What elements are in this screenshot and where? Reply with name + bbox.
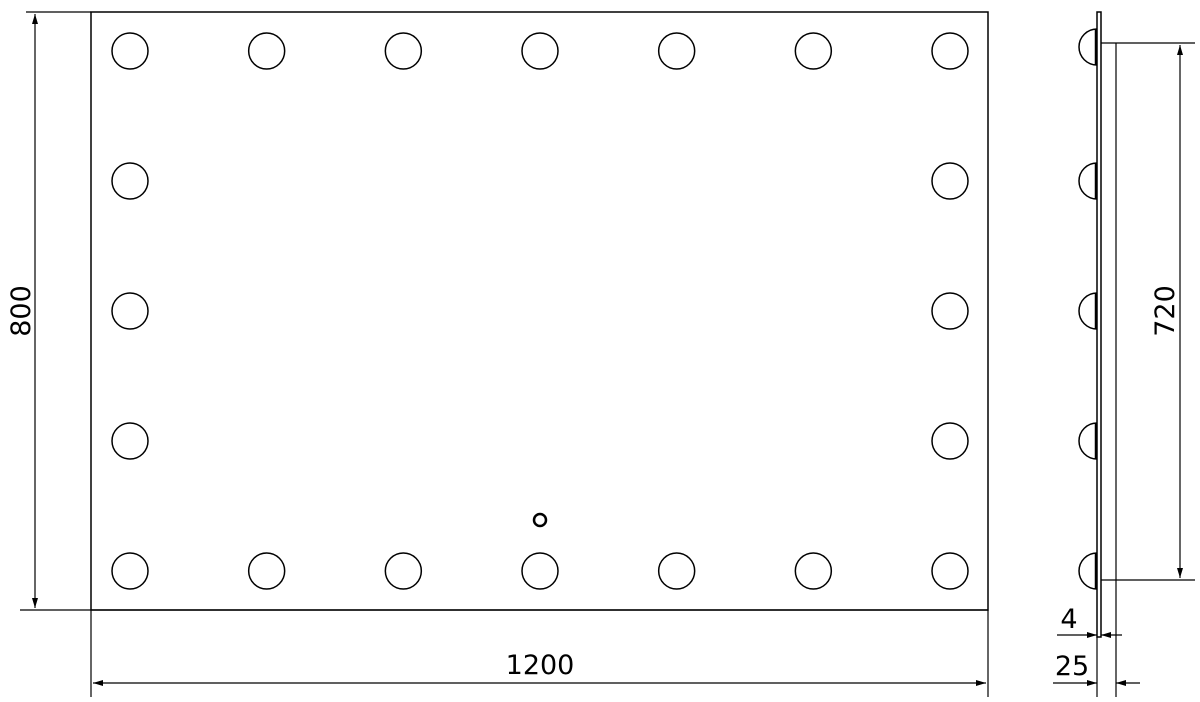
front-view bbox=[90, 11, 989, 611]
bulb-icon bbox=[521, 32, 559, 70]
height-dimension bbox=[20, 11, 988, 611]
side-bulb-icon bbox=[1078, 422, 1098, 460]
side-bulb-icon bbox=[1078, 552, 1098, 590]
bulb-icon bbox=[111, 162, 149, 200]
bulb-icon bbox=[111, 292, 149, 330]
bulb-icon bbox=[657, 32, 696, 70]
bulb-icon bbox=[247, 32, 286, 70]
width-dimension bbox=[90, 610, 989, 697]
bulb-icon bbox=[111, 422, 149, 460]
bulb-icon bbox=[931, 422, 969, 460]
bulb-icon bbox=[931, 32, 969, 70]
bulb-icon bbox=[247, 552, 286, 590]
glass-thickness-label: 4 bbox=[1060, 604, 1077, 635]
side-bulb-icon bbox=[1078, 28, 1098, 66]
bulb-icon bbox=[111, 552, 149, 590]
side-bulb-icon bbox=[1078, 162, 1098, 200]
bulb-icon bbox=[521, 552, 559, 590]
bulb-icon bbox=[384, 32, 423, 70]
bulb-spacing-label: 720 bbox=[1150, 285, 1181, 337]
side-view bbox=[1053, 11, 1195, 697]
side-bulb-icon bbox=[1078, 292, 1098, 330]
bulb-icon bbox=[794, 32, 833, 70]
bulb-icon bbox=[111, 32, 149, 70]
depth-label: 25 bbox=[1055, 651, 1089, 682]
bulb-group bbox=[111, 32, 969, 590]
bulb-icon bbox=[657, 552, 696, 590]
bulb-icon bbox=[931, 162, 969, 200]
bulb-icon bbox=[384, 552, 423, 590]
touch-switch-icon bbox=[532, 512, 548, 528]
glass-panel bbox=[1096, 11, 1102, 638]
bulb-icon bbox=[931, 292, 969, 330]
bulb-icon bbox=[931, 552, 969, 590]
mirror-outline bbox=[90, 11, 989, 611]
width-label: 1200 bbox=[506, 650, 575, 681]
height-label: 800 bbox=[6, 285, 37, 337]
bulb-icon bbox=[794, 552, 833, 590]
side-bulb-group bbox=[1078, 28, 1098, 590]
